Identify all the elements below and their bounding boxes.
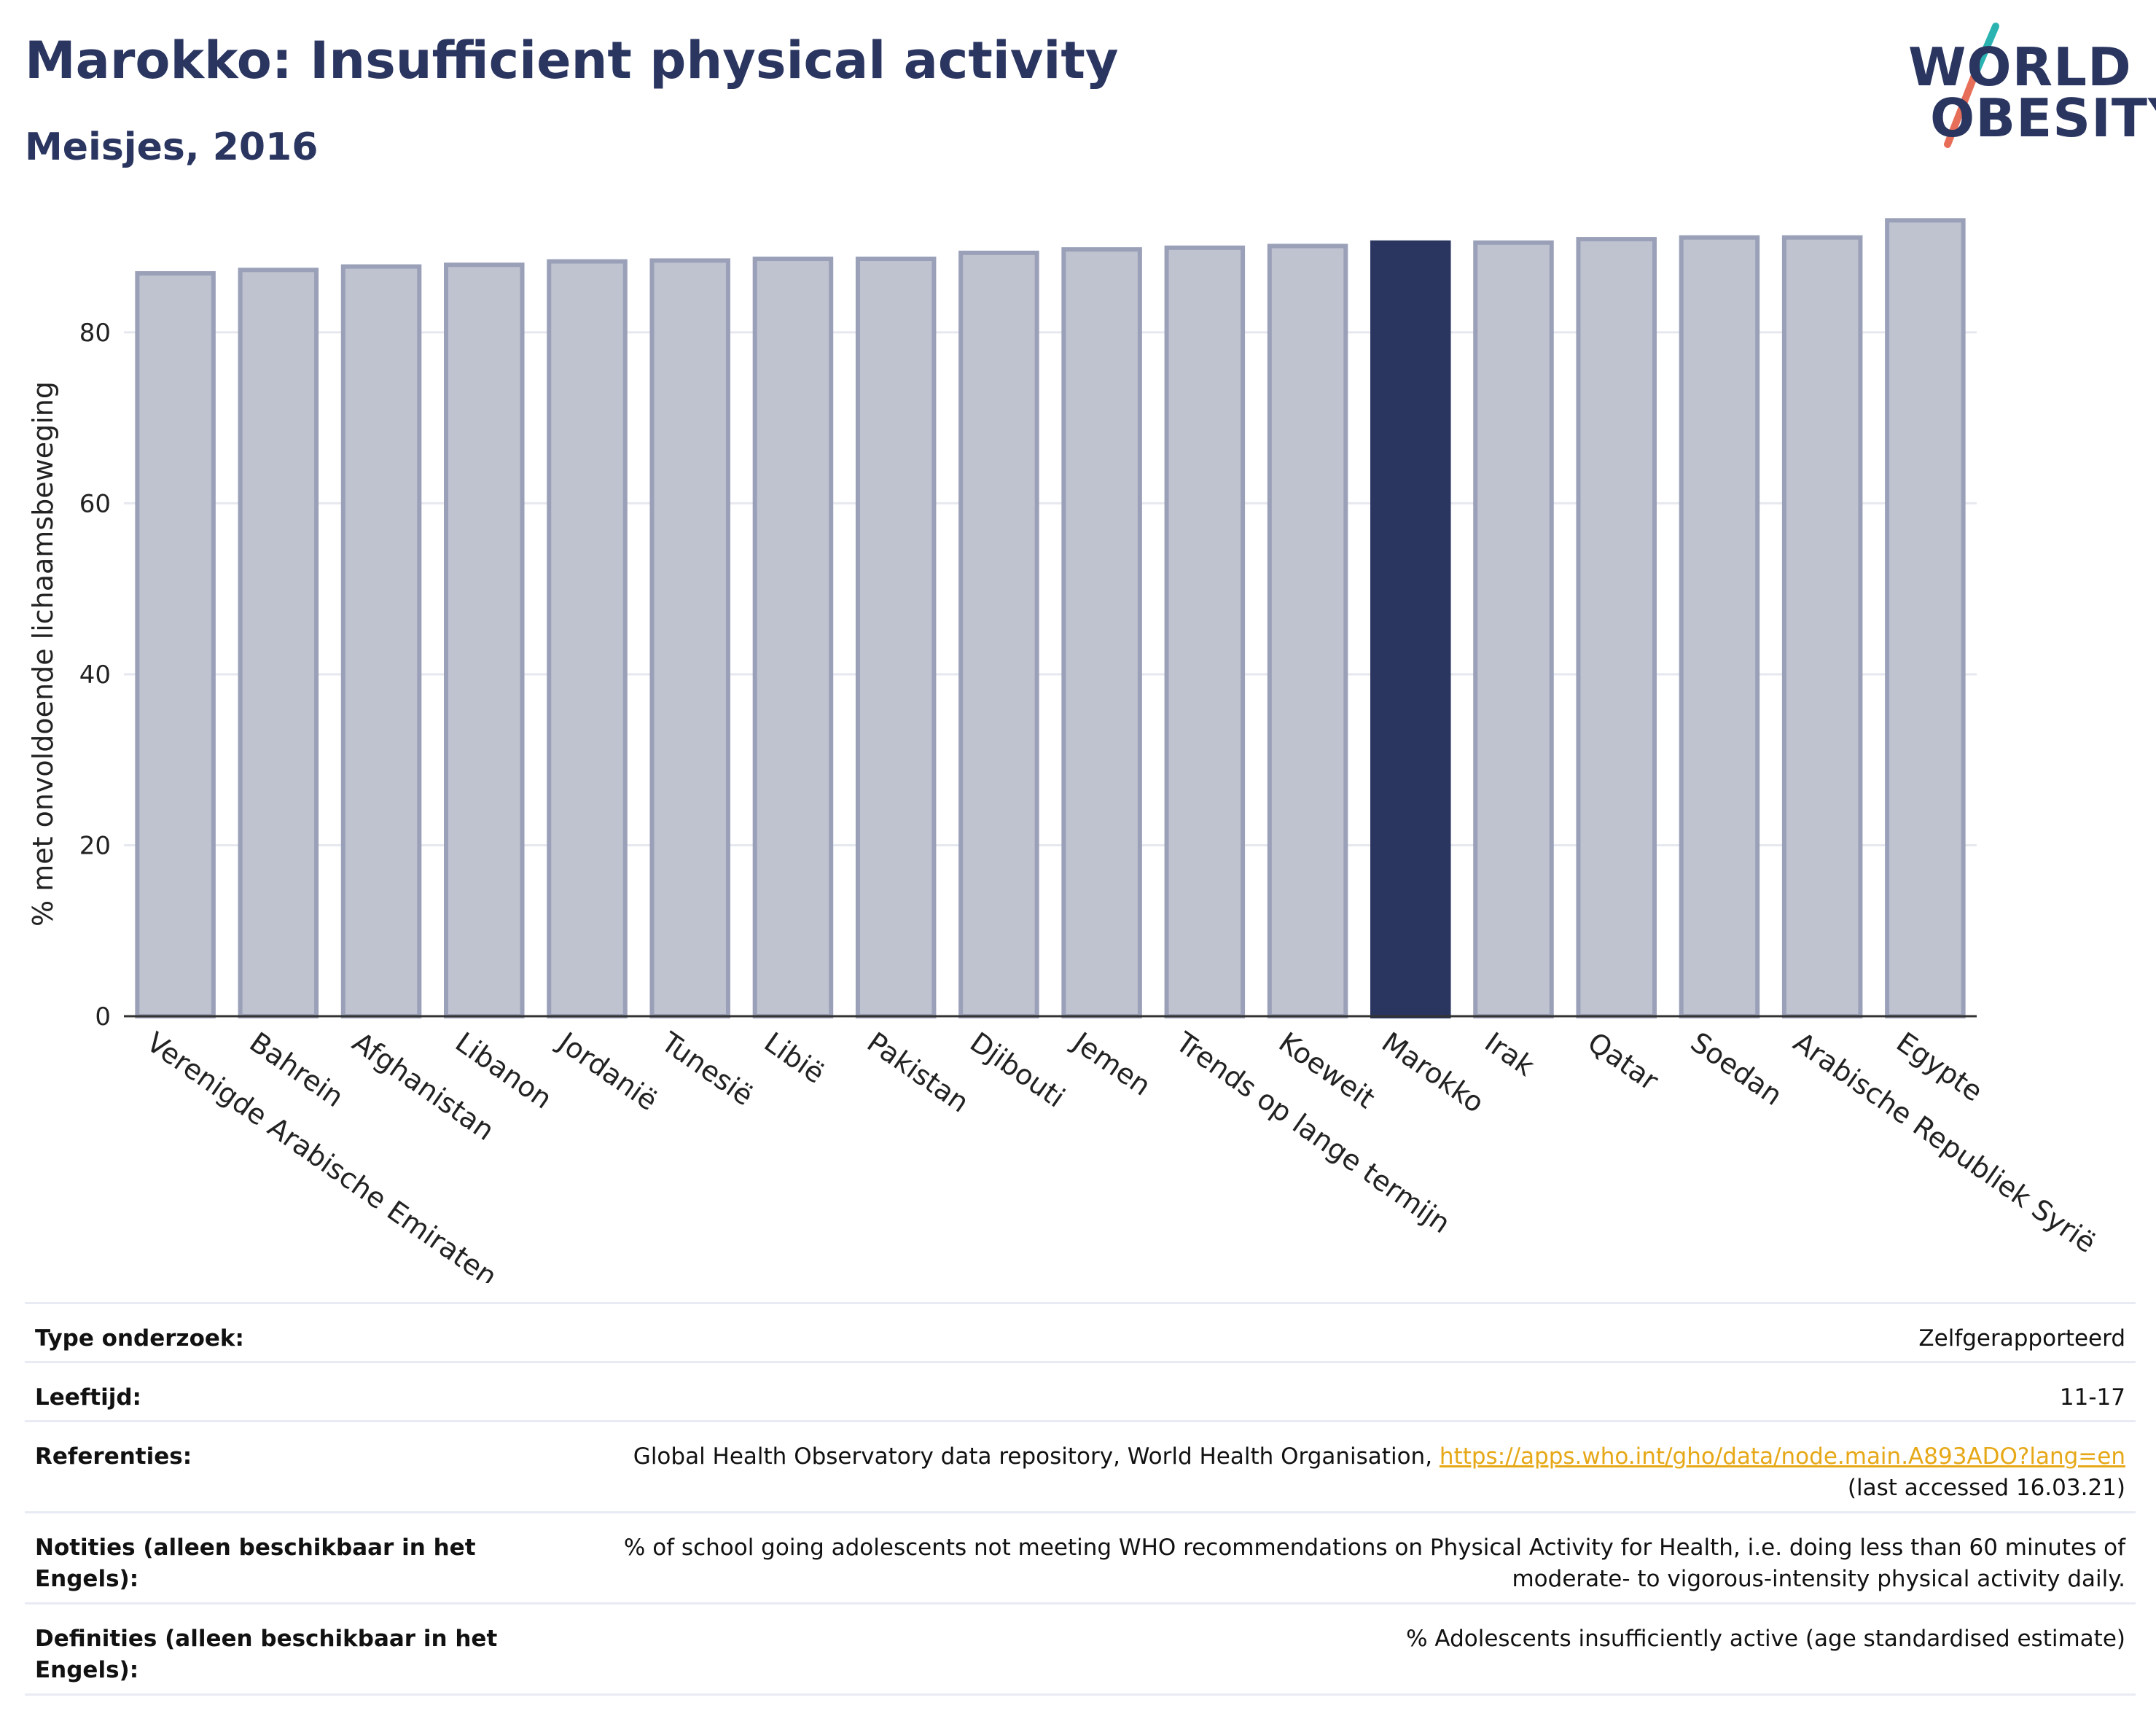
x-tick-label: Pakistan	[862, 1026, 975, 1118]
logo-line1: WORLD	[1908, 36, 2132, 98]
bar	[1576, 237, 1657, 1019]
x-tick-label: Tunesië	[655, 1026, 759, 1112]
info-label: Referenties:	[35, 1443, 192, 1470]
reference-link[interactable]: https://apps.who.int/gho/data/node.main.…	[1439, 1443, 2125, 1470]
reference-accessed: (last accessed 16.03.21)	[1847, 1475, 2125, 1502]
info-value: 11-17	[2059, 1384, 2125, 1411]
y-tick-label: 60	[79, 489, 111, 518]
bar	[1164, 245, 1246, 1019]
bar	[752, 257, 834, 1018]
info-label: Notities (alleen beschikbaar in het Enge…	[35, 1535, 476, 1593]
bar	[1885, 218, 1966, 1018]
bar	[1781, 235, 1863, 1018]
y-tick-label: 20	[79, 831, 111, 860]
bar	[547, 259, 628, 1019]
y-axis-label: % met onvoldoende lichaamsbeweging	[27, 381, 59, 927]
info-table: Type onderzoek: Zelfgerapporteerd Leefti…	[25, 1302, 2136, 1696]
bar	[1061, 247, 1142, 1019]
info-value: Zelfgerapporteerd	[1918, 1325, 2125, 1352]
info-label: Definities (alleen beschikbaar in het En…	[35, 1626, 498, 1684]
info-row-definitions: Definities (alleen beschikbaar in het En…	[25, 1602, 2136, 1696]
bar	[958, 250, 1039, 1019]
logo-slash-icon	[1944, 23, 1999, 148]
bar	[1679, 235, 1760, 1018]
info-value: Global Health Observatory data repositor…	[501, 1441, 2125, 1505]
bar	[340, 264, 422, 1019]
info-row-references: Referenties: Global Health Observatory d…	[25, 1420, 2136, 1511]
bar	[444, 262, 525, 1019]
world-obesity-logo: WORLD OBESITY	[1895, 20, 2156, 159]
x-tick-label: Libië	[759, 1026, 831, 1090]
reference-text: Global Health Observatory data repositor…	[633, 1443, 1440, 1470]
bar	[238, 268, 319, 1019]
info-value: % of school going adolescents not meetin…	[623, 1535, 2125, 1593]
bar	[1370, 240, 1451, 1018]
bar	[855, 257, 937, 1018]
bar	[1473, 240, 1554, 1018]
chart-title: Marokko: Insufficient physical activity	[25, 31, 1119, 90]
logo-line2: OBESITY	[1930, 87, 2156, 149]
info-label: Type onderzoek:	[35, 1325, 244, 1352]
x-tick-label: Soedan	[1685, 1026, 1789, 1112]
y-tick-label: 0	[95, 1002, 111, 1032]
x-tick-label: Djibouti	[964, 1026, 1071, 1114]
info-label: Leeftijd:	[35, 1384, 141, 1411]
bar	[1267, 243, 1348, 1018]
info-value: % Adolescents insufficiently active (age…	[1406, 1626, 2125, 1652]
chart-subtitle: Meisjes, 2016	[25, 125, 319, 169]
bar	[135, 270, 216, 1018]
x-tick-label: Jordanië	[551, 1025, 663, 1117]
y-tick-label: 40	[79, 660, 111, 690]
info-row-notes: Notities (alleen beschikbaar in het Enge…	[25, 1511, 2136, 1602]
info-row-type: Type onderzoek: Zelfgerapporteerd	[25, 1302, 2136, 1361]
x-tick-label: Marokko	[1376, 1026, 1490, 1119]
x-tick-label: Verenigde Arabische Emiraten	[141, 1026, 503, 1283]
x-tick-label: Jemen	[1066, 1025, 1157, 1102]
x-tick-label: Qatar	[1582, 1026, 1664, 1097]
info-row-age: Leeftijd: 11-17	[25, 1361, 2136, 1420]
y-tick-label: 80	[79, 319, 111, 348]
bar	[649, 258, 730, 1019]
x-tick-label: Irak	[1479, 1026, 1540, 1082]
